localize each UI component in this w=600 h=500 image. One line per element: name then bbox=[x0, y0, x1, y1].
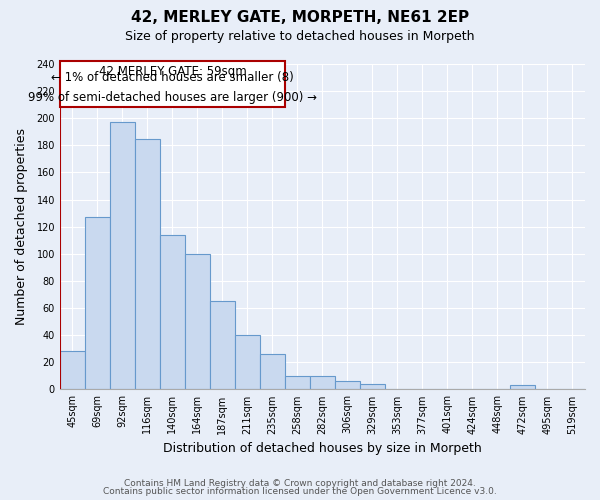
Bar bbox=[60, 352, 85, 390]
Bar bbox=[135, 138, 160, 390]
Text: 42 MERLEY GATE: 59sqm: 42 MERLEY GATE: 59sqm bbox=[98, 64, 246, 78]
Text: ← 1% of detached houses are smaller (8): ← 1% of detached houses are smaller (8) bbox=[51, 72, 294, 85]
Text: Contains HM Land Registry data © Crown copyright and database right 2024.: Contains HM Land Registry data © Crown c… bbox=[124, 478, 476, 488]
Bar bbox=[210, 302, 235, 390]
Bar bbox=[260, 354, 285, 390]
Text: 42, MERLEY GATE, MORPETH, NE61 2EP: 42, MERLEY GATE, MORPETH, NE61 2EP bbox=[131, 10, 469, 25]
Bar bbox=[360, 384, 385, 390]
Bar bbox=[335, 382, 360, 390]
FancyBboxPatch shape bbox=[60, 62, 285, 108]
Bar bbox=[235, 335, 260, 390]
Y-axis label: Number of detached properties: Number of detached properties bbox=[15, 128, 28, 325]
Bar bbox=[510, 386, 535, 390]
Bar bbox=[160, 235, 185, 390]
Bar bbox=[310, 376, 335, 390]
Bar bbox=[110, 122, 135, 390]
X-axis label: Distribution of detached houses by size in Morpeth: Distribution of detached houses by size … bbox=[163, 442, 482, 455]
Text: 99% of semi-detached houses are larger (900) →: 99% of semi-detached houses are larger (… bbox=[28, 91, 317, 104]
Bar bbox=[85, 217, 110, 390]
Bar bbox=[185, 254, 210, 390]
Bar bbox=[285, 376, 310, 390]
Text: Size of property relative to detached houses in Morpeth: Size of property relative to detached ho… bbox=[125, 30, 475, 43]
Text: Contains public sector information licensed under the Open Government Licence v3: Contains public sector information licen… bbox=[103, 487, 497, 496]
